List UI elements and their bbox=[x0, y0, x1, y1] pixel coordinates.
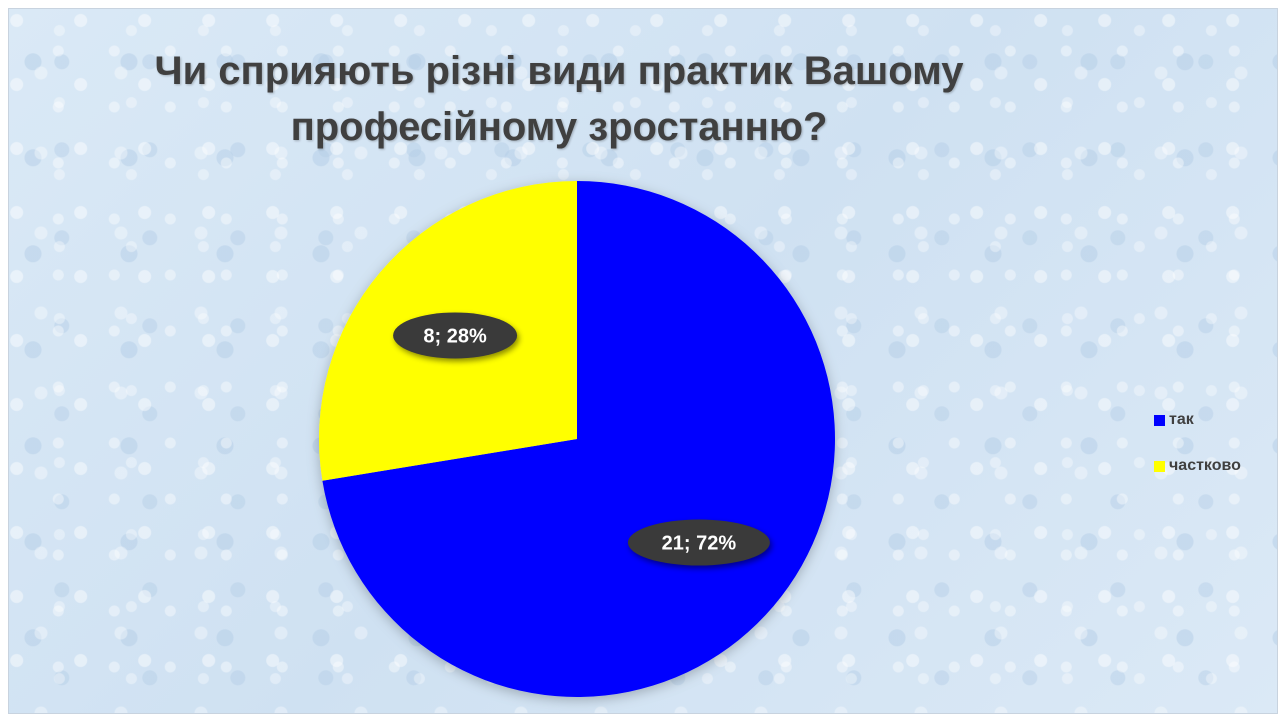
legend-item-chastkovo: частково bbox=[1154, 455, 1241, 477]
pie-chart: 21; 72% 8; 28% bbox=[318, 181, 835, 697]
chart-title: Чи сприяють різні види практик Вашому пр… bbox=[154, 49, 964, 149]
legend-label-tak: так bbox=[1169, 411, 1194, 428]
data-label-chastkovo-text: 8; 28% bbox=[423, 325, 487, 347]
legend-item-tak: так bbox=[1154, 409, 1241, 431]
legend-label-chastkovo: частково bbox=[1169, 457, 1241, 474]
data-label-chastkovo-bubble bbox=[393, 312, 518, 359]
chart-area: Чи сприяють різні види практик Вашому пр… bbox=[8, 8, 1278, 714]
data-label-tak-text: 21; 72% bbox=[662, 533, 737, 555]
pie-slice-tak bbox=[322, 181, 835, 697]
legend-swatch-tak bbox=[1154, 414, 1165, 426]
data-label-tak-bubble bbox=[627, 519, 770, 566]
data-label-chastkovo: 8; 28% bbox=[393, 312, 518, 359]
legend-swatch-chastkovo bbox=[1154, 460, 1165, 472]
data-label-tak: 21; 72% bbox=[627, 519, 770, 566]
legend: так частково bbox=[1154, 409, 1241, 501]
